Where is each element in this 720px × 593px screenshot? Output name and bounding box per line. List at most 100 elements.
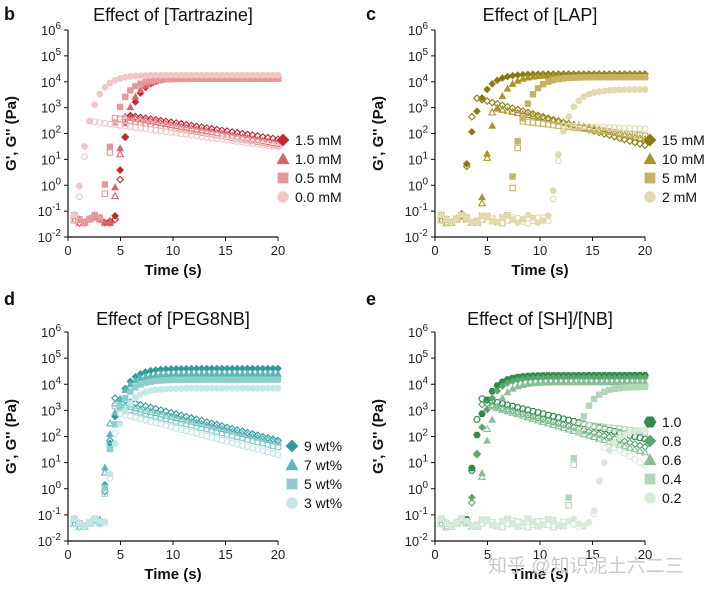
data-point-g-prime xyxy=(595,478,603,485)
data-point-g-prime xyxy=(483,85,491,94)
data-point-g-double-prime xyxy=(498,105,507,113)
data-point-g-double-prime xyxy=(248,431,257,440)
data-point-g-double-prime xyxy=(264,142,272,150)
x-tick-label: 15 xyxy=(585,547,599,562)
data-point-g-double-prime xyxy=(569,418,578,425)
series-3-wt- xyxy=(70,384,282,531)
data-point-g-prime xyxy=(524,100,532,107)
data-point-g-prime xyxy=(106,217,114,225)
data-point-g-double-prime xyxy=(625,131,634,140)
y-tick-label: 10-1 xyxy=(405,202,429,219)
data-point-g-double-prime xyxy=(630,138,639,147)
data-point-g-double-prime xyxy=(147,126,155,134)
data-point-g-prime xyxy=(111,183,119,191)
data-point-g-double-prime xyxy=(626,124,634,132)
data-point-g-prime xyxy=(463,518,471,525)
legend-label: 0.2 xyxy=(662,490,682,506)
data-point-g-double-prime xyxy=(100,468,109,476)
data-point-g-prime xyxy=(554,378,563,386)
legend-marker xyxy=(276,133,290,147)
data-point-g-prime xyxy=(116,420,124,428)
data-point-g-prime xyxy=(121,407,129,415)
x-tick-label: 5 xyxy=(117,243,124,258)
legend-marker xyxy=(644,473,656,485)
data-point-g-double-prime xyxy=(111,121,119,129)
data-point-g-double-prime xyxy=(600,431,609,440)
y-tick-exponent: -2 xyxy=(52,532,61,543)
data-point-g-prime xyxy=(555,151,562,159)
data-point-g-double-prime xyxy=(513,408,522,417)
data-point-g-double-prime xyxy=(156,406,165,415)
data-point-g-double-prime xyxy=(222,425,232,434)
data-point-g-double-prime xyxy=(528,111,538,120)
legend: 1.5 mM 1.0 mM 0.5 mM 0.0 mM xyxy=(276,132,342,205)
data-point-g-prime xyxy=(529,214,537,222)
y-tick-label: 10-2 xyxy=(38,228,62,245)
data-point-g-double-prime xyxy=(101,190,109,198)
data-point-g-double-prime xyxy=(101,119,109,127)
y-tick-base: 10 xyxy=(408,377,422,392)
data-point-g-double-prime xyxy=(172,129,180,137)
data-point-g-prime xyxy=(126,380,135,388)
y-tick-exponent: 6 xyxy=(422,323,428,334)
data-point-g-prime xyxy=(76,182,83,190)
data-point-g-prime xyxy=(509,173,516,180)
data-point-g-double-prime xyxy=(595,430,604,439)
y-tick-base: 10 xyxy=(408,152,422,167)
data-point-g-prime xyxy=(116,166,124,174)
data-point-g-prime xyxy=(483,149,492,157)
data-point-g-prime xyxy=(146,371,155,379)
legend-marker xyxy=(643,453,657,466)
y-tick-label: 101 xyxy=(408,454,428,471)
data-point-g-double-prime xyxy=(570,122,578,130)
y-tick-label: 100 xyxy=(408,176,428,193)
data-point-g-prime xyxy=(524,211,532,219)
data-point-g-prime xyxy=(91,101,99,109)
y-tick-exponent: -1 xyxy=(52,506,61,517)
data-point-g-double-prime xyxy=(539,415,548,424)
data-point-g-prime xyxy=(101,518,109,525)
legend-label: 7 wt% xyxy=(304,457,342,473)
legend-marker xyxy=(277,172,289,184)
data-point-g-double-prime xyxy=(508,104,517,113)
data-point-g-prime xyxy=(437,211,445,219)
legend-marker xyxy=(643,152,657,165)
y-tick-base: 10 xyxy=(41,75,55,90)
data-point-g-double-prime xyxy=(503,405,512,414)
y-tick-label: 10-1 xyxy=(38,506,62,523)
data-point-g-prime xyxy=(539,71,548,79)
data-point-g-double-prime xyxy=(509,184,516,192)
data-point-g-double-prime xyxy=(248,429,257,438)
data-point-g-prime xyxy=(106,470,114,478)
x-tick-label: 10 xyxy=(533,243,547,258)
chart-title: Effect of [SH]/[NB] xyxy=(467,309,613,329)
data-point-g-prime xyxy=(544,212,552,220)
series-0.0-mM xyxy=(70,71,282,224)
y-tick-exponent: 2 xyxy=(55,428,61,439)
data-point-g-double-prime xyxy=(253,433,262,441)
data-point-g-prime xyxy=(493,402,502,410)
y-tick-label: 101 xyxy=(41,454,61,471)
data-point-g-double-prime xyxy=(228,426,237,435)
data-point-g-prime xyxy=(529,91,537,98)
x-tick-label: 20 xyxy=(638,547,652,562)
data-point-g-double-prime xyxy=(177,411,186,420)
data-point-g-prime xyxy=(488,415,497,423)
y-tick-base: 10 xyxy=(408,127,422,142)
data-point-g-double-prime xyxy=(243,430,252,439)
data-point-g-double-prime xyxy=(482,153,492,161)
data-point-g-double-prime xyxy=(580,123,588,130)
y-tick-exponent: -2 xyxy=(52,228,61,239)
data-point-g-prime xyxy=(274,384,282,392)
data-point-g-double-prime xyxy=(513,105,522,114)
y-tick-base: 10 xyxy=(41,351,55,366)
y-tick-base: 10 xyxy=(408,403,422,418)
data-point-g-double-prime xyxy=(575,122,583,130)
y-tick-base: 10 xyxy=(408,75,422,90)
series-0.5-mM xyxy=(71,75,282,227)
legend-marker xyxy=(643,416,657,428)
y-tick-exponent: 4 xyxy=(55,375,61,386)
data-point-g-double-prime xyxy=(621,124,629,132)
data-point-g-prime xyxy=(101,84,109,91)
data-point-g-double-prime xyxy=(565,502,572,509)
